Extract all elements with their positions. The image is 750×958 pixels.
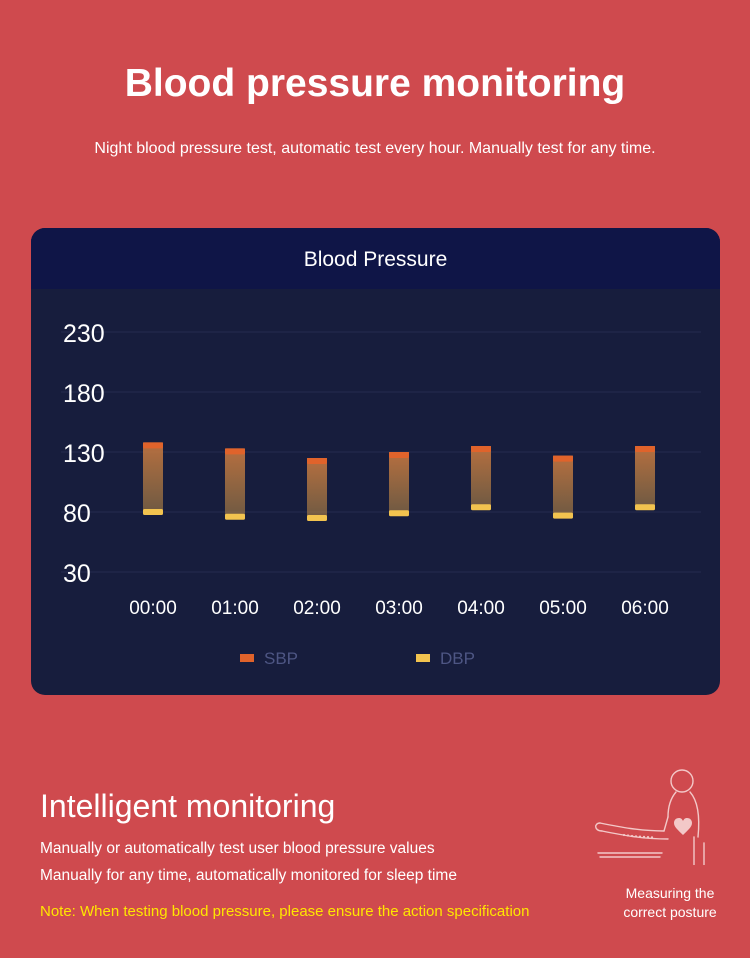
x-tick-label: 03:00 [375,598,423,619]
bp-range-bar [635,446,655,508]
posture-caption-line-1: Measuring the [625,885,715,901]
card-title: Blood Pressure [303,248,448,271]
y-tick-label: 30 [63,560,91,588]
page-title: Blood pressure monitoring [124,62,626,105]
note-text: Note: When testing blood pressure, pleas… [40,903,530,920]
dbp-marker [225,513,245,520]
y-tick-label: 130 [63,440,105,468]
legend-swatch [416,654,430,662]
sbp-marker [225,448,245,455]
dbp-marker [143,509,163,515]
x-tick-label: 05:00 [539,598,587,619]
legend-label: SBP [264,649,298,668]
section-line-1: Manually or automatically test user bloo… [40,840,435,857]
x-tick-label: 01:00 [211,598,259,619]
section-title: Intelligent monitoring [40,788,336,824]
x-tick-label: 02:00 [293,598,341,619]
blood-pressure-chart: 230 180 130 80 30 00:00 01:00 02:00 03:00 04:00 05… [61,320,701,668]
dbp-marker [553,512,573,519]
dbp-marker [635,504,655,511]
sbp-marker [389,452,409,458]
sbp-marker [307,458,327,464]
x-tick-label: 00:00 [129,598,177,619]
posture-caption-line-2: correct posture [623,904,717,920]
bp-range-bar [143,442,163,512]
legend-swatch [240,654,254,662]
sbp-marker [635,446,655,452]
bp-range-bar [553,455,573,516]
x-tick-label: 04:00 [457,598,505,619]
section-line-2: Manually for any time, automatically mon… [40,867,457,884]
posture-caption: Measuring the correct posture [600,884,740,922]
y-tick-label: 230 [63,320,105,348]
blood-pressure-card: Blood Pressure 230 180 130 80 30 00:00 01:00 02… [31,228,720,695]
card-header: Blood Pressure [31,228,720,289]
bp-range-bar [307,458,327,518]
dbp-marker [471,504,491,511]
sbp-marker [143,442,163,449]
sbp-marker [471,446,491,452]
legend-label: DBP [440,649,475,668]
dbp-marker [389,510,409,517]
y-tick-label: 80 [63,500,91,528]
person-sitting-arm-cuff-icon [595,769,705,865]
x-tick-label: 06:00 [621,598,669,619]
heart-icon [674,818,692,835]
page-subtitle: Night blood pressure test, automatic tes… [94,140,656,157]
y-tick-label: 180 [63,380,105,408]
bp-range-bar [225,448,245,517]
sbp-marker [553,455,573,462]
dbp-marker [307,515,327,521]
bp-range-bar [389,452,409,514]
bp-range-bar [471,446,491,508]
